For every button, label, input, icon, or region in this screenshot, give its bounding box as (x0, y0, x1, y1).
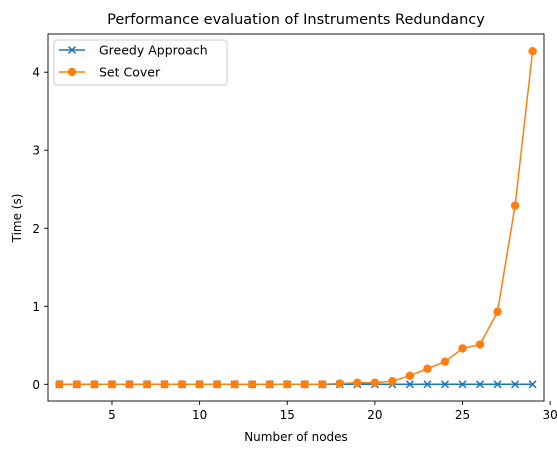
data-point-set-cover (528, 46, 537, 56)
data-point-set-cover (55, 380, 64, 389)
data-point-greedy (475, 380, 485, 389)
x-tick-label: 20 (367, 408, 382, 422)
data-point-set-cover (388, 376, 397, 386)
data-point-set-cover (247, 380, 257, 389)
y-tick-label: 0 (32, 378, 40, 392)
x-tick-label: 25 (455, 408, 470, 422)
series-line-set-cover (59, 51, 534, 386)
axes-frame (47, 33, 545, 402)
chart-title: Performance evaluation of Instruments Re… (107, 12, 485, 28)
data-point-set-cover (510, 201, 520, 210)
y-tick-label: 2 (32, 222, 40, 236)
plot-area (55, 46, 537, 389)
legend-entry-greedy: Greedy Approach (59, 43, 208, 58)
data-point-set-cover (125, 380, 134, 389)
data-point-set-cover (300, 380, 309, 389)
data-point-set-cover (90, 380, 99, 389)
data-point-greedy (493, 380, 502, 389)
data-point-set-cover (142, 380, 152, 389)
data-point-set-cover (107, 380, 117, 389)
legend-marker-set-cover (67, 67, 77, 77)
data-point-set-cover (177, 380, 187, 389)
data-point-greedy (423, 380, 432, 389)
data-point-set-cover (230, 380, 239, 389)
legend-label-set-cover: Set Cover (99, 65, 161, 80)
y-tick-label: 1 (32, 300, 40, 314)
data-point-set-cover (405, 371, 415, 380)
data-point-set-cover (458, 344, 467, 353)
legend: Greedy Approach Set Cover (53, 39, 228, 86)
data-point-set-cover (72, 380, 82, 389)
data-point-set-cover (370, 378, 380, 387)
legend-box (53, 39, 228, 86)
data-point-set-cover (335, 379, 345, 388)
data-point-set-cover (212, 380, 222, 389)
data-point-set-cover (265, 380, 274, 389)
data-point-greedy (405, 380, 414, 389)
legend-label-greedy: Greedy Approach (99, 43, 208, 58)
data-point-set-cover (475, 340, 485, 349)
data-point-set-cover (160, 380, 169, 389)
data-point-greedy (528, 380, 537, 389)
x-tick-label: 30 (542, 408, 557, 422)
x-tick-label: 5 (108, 408, 116, 422)
data-point-set-cover (423, 364, 432, 373)
legend-entry-set-cover: Set Cover (59, 65, 161, 80)
x-tick-label: 10 (192, 408, 207, 422)
data-point-greedy (458, 380, 467, 389)
y-tick-label: 4 (32, 66, 40, 80)
data-point-set-cover (353, 378, 362, 387)
legend-marker-greedy (67, 45, 77, 55)
data-point-greedy (440, 380, 450, 389)
y-tick-label: 3 (32, 144, 40, 158)
data-point-greedy (511, 380, 520, 389)
data-point-set-cover (283, 380, 292, 389)
data-point-set-cover (195, 380, 204, 389)
x-axis: 5 10 15 20 25 30 (108, 401, 557, 422)
data-point-set-cover (493, 307, 502, 316)
data-point-set-cover (440, 357, 450, 366)
x-tick-label: 15 (280, 408, 295, 422)
y-axis-label: Time (s) (10, 194, 24, 244)
y-axis: 0 1 2 3 4 (32, 66, 48, 392)
x-axis-label: Number of nodes (244, 430, 348, 444)
data-point-set-cover (318, 380, 327, 389)
